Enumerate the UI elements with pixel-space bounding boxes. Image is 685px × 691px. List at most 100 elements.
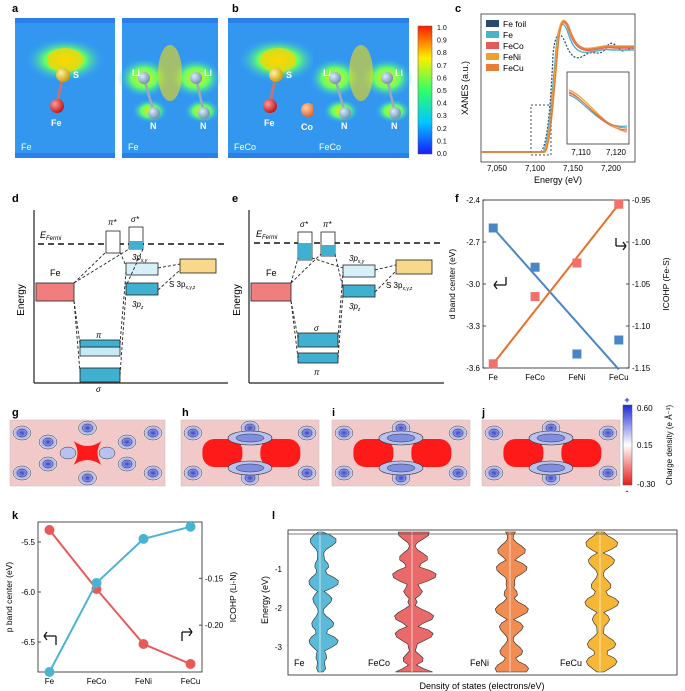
series-fit-line xyxy=(492,227,620,371)
colorbar-top-tick: 0.9 xyxy=(437,38,447,45)
panel-k-letter: k xyxy=(12,510,19,522)
series-line xyxy=(48,525,191,673)
panel-e-letter: e xyxy=(232,193,238,205)
dos-label-fecu: FeCu xyxy=(560,658,582,668)
y-axis-label: d band center (eV) xyxy=(447,249,457,320)
panel-g-letter: g xyxy=(12,407,19,419)
y-axis-label: p band center (eV) xyxy=(4,562,14,633)
xanes-xtick-4: 7,200 xyxy=(601,164,622,173)
panel-a-letter: a xyxy=(12,3,19,15)
chart-k: Fe FeCo FeNi FeCu -5.5 -6.0 -6.5 -0.15 -0.20 p ba… xyxy=(4,521,238,686)
data-point xyxy=(530,292,540,302)
series-fit-line xyxy=(492,203,620,365)
dos-ytick-2: -2 xyxy=(275,604,283,613)
colorbar-bottom-tick-3: -0.30 xyxy=(637,480,656,489)
colorbar-top-tick: 0.4 xyxy=(437,101,447,108)
mo-e-pz: 3pz xyxy=(349,302,361,313)
xanes-xtick-1: 7,050 xyxy=(487,164,508,173)
svg-text:FeCo: FeCo xyxy=(319,142,341,152)
svg-text:N: N xyxy=(391,121,398,131)
data-point xyxy=(530,262,540,272)
mo-d-sigma-star: σ* xyxy=(131,215,140,224)
x-tick-label: FeNi xyxy=(568,373,585,382)
mo-e-ylabel: Energy xyxy=(232,284,243,316)
legend-swatch xyxy=(486,64,499,71)
x-tick-label: Fe xyxy=(45,677,55,686)
svg-text:Fe: Fe xyxy=(264,118,275,128)
y-right-tick-label: -0.95 xyxy=(632,196,651,205)
y-tick-label: -3.6 xyxy=(466,364,480,373)
dos-plot: Energy (eV) -1 -2 -3 Density of states (… xyxy=(260,529,678,691)
y-tick-label: -6.0 xyxy=(21,588,35,597)
xanes-xtick-3: 7,150 xyxy=(563,164,584,173)
colorbar-bottom-tick-1: 0.60 xyxy=(637,404,653,413)
mo-d-fe: Fe xyxy=(50,268,61,278)
x-tick-label: FeCu xyxy=(609,373,629,382)
colorbar-top-tick: 1.0 xyxy=(437,25,447,32)
mo-e-pi: π xyxy=(314,368,320,377)
y-right-tick-label: -1.10 xyxy=(632,322,651,331)
svg-text:Co: Co xyxy=(301,122,313,132)
mo-e-sigma: σ xyxy=(314,324,320,333)
colorbar-top-tick: 0.8 xyxy=(437,50,447,57)
data-point xyxy=(572,258,582,268)
mo-e-s-label: S 3px,y,z xyxy=(386,281,413,292)
dos-label-feni: FeNi xyxy=(470,658,489,668)
colorbar-bottom-label: Charge density (e Å⁻³) xyxy=(665,405,674,486)
mo-e-fe: Fe xyxy=(266,268,277,278)
legend-label: Fe xyxy=(503,30,513,40)
data-point xyxy=(91,577,102,588)
colorbar-bottom-tick-2: 0.15 xyxy=(637,441,653,450)
x-tick-label: FeCu xyxy=(181,677,201,686)
legend-swatch xyxy=(486,31,499,38)
svg-text:N: N xyxy=(150,121,157,131)
y-right-tick-label: -0.15 xyxy=(205,574,224,583)
mo-d-pz: 3pz xyxy=(132,300,144,311)
charge-difference-maps xyxy=(9,419,621,487)
y-tick-label: -5.5 xyxy=(21,538,35,547)
mo-diagram-e: Energy EFermi Fe σ* π* σ π 3px,y 3pz S 3… xyxy=(232,210,444,384)
data-point xyxy=(138,533,149,544)
svg-text:Li: Li xyxy=(204,68,212,78)
xanes-inset xyxy=(566,71,630,145)
svg-text:Fe: Fe xyxy=(51,118,62,128)
xanes-curve-fe xyxy=(481,23,634,153)
data-point xyxy=(185,521,196,532)
series-line xyxy=(48,529,191,665)
svg-text:Li: Li xyxy=(323,68,331,78)
legend-swatch xyxy=(486,42,499,49)
y-right-axis-label: ICOHP (Fe-S) xyxy=(661,257,671,310)
y-tick-label: -2.7 xyxy=(466,238,480,247)
chart-f: Fe FeCo FeNi FeCu -2.4 -2.7 -3.0 -3.3 -3.6 -0.95 -… xyxy=(447,196,671,382)
inset-xtick-1: 7,110 xyxy=(571,148,591,157)
x-tick-label: FeNi xyxy=(135,677,152,686)
svg-text:N: N xyxy=(200,121,207,131)
xanes-zoom-box xyxy=(530,104,552,156)
data-point xyxy=(138,639,149,649)
panel-c-letter: c xyxy=(455,3,461,15)
colorbar-bottom xyxy=(622,404,633,486)
dos-curve xyxy=(308,531,339,673)
dos-label-fe: Fe xyxy=(294,658,305,668)
charge-map xyxy=(481,419,621,487)
legend-swatch xyxy=(486,53,499,60)
y-right-tick-label: -1.15 xyxy=(632,364,651,373)
panel-b-letter: b xyxy=(232,3,239,15)
x-tick-label: FeCo xyxy=(87,677,107,686)
density-image: Li Li N N Fe xyxy=(118,18,222,158)
dos-curve xyxy=(494,531,530,673)
colorbar-top xyxy=(417,25,433,155)
svg-text:Li: Li xyxy=(395,68,403,78)
panel-h-letter: h xyxy=(182,407,189,419)
y-right-axis-label: ICOHP (Li-N) xyxy=(228,572,238,623)
colorbar-top-tick: 0.6 xyxy=(437,75,447,82)
data-point xyxy=(44,667,55,677)
charge-map xyxy=(180,419,320,487)
density-image: S Fe Fe xyxy=(15,18,115,158)
dos-label-feco: FeCo xyxy=(368,658,390,668)
dos-ytick-3: -3 xyxy=(275,643,283,652)
mo-e-pi-star: π* xyxy=(323,220,332,229)
xanes-curve-fecu xyxy=(481,20,634,153)
dos-curve xyxy=(392,531,437,673)
